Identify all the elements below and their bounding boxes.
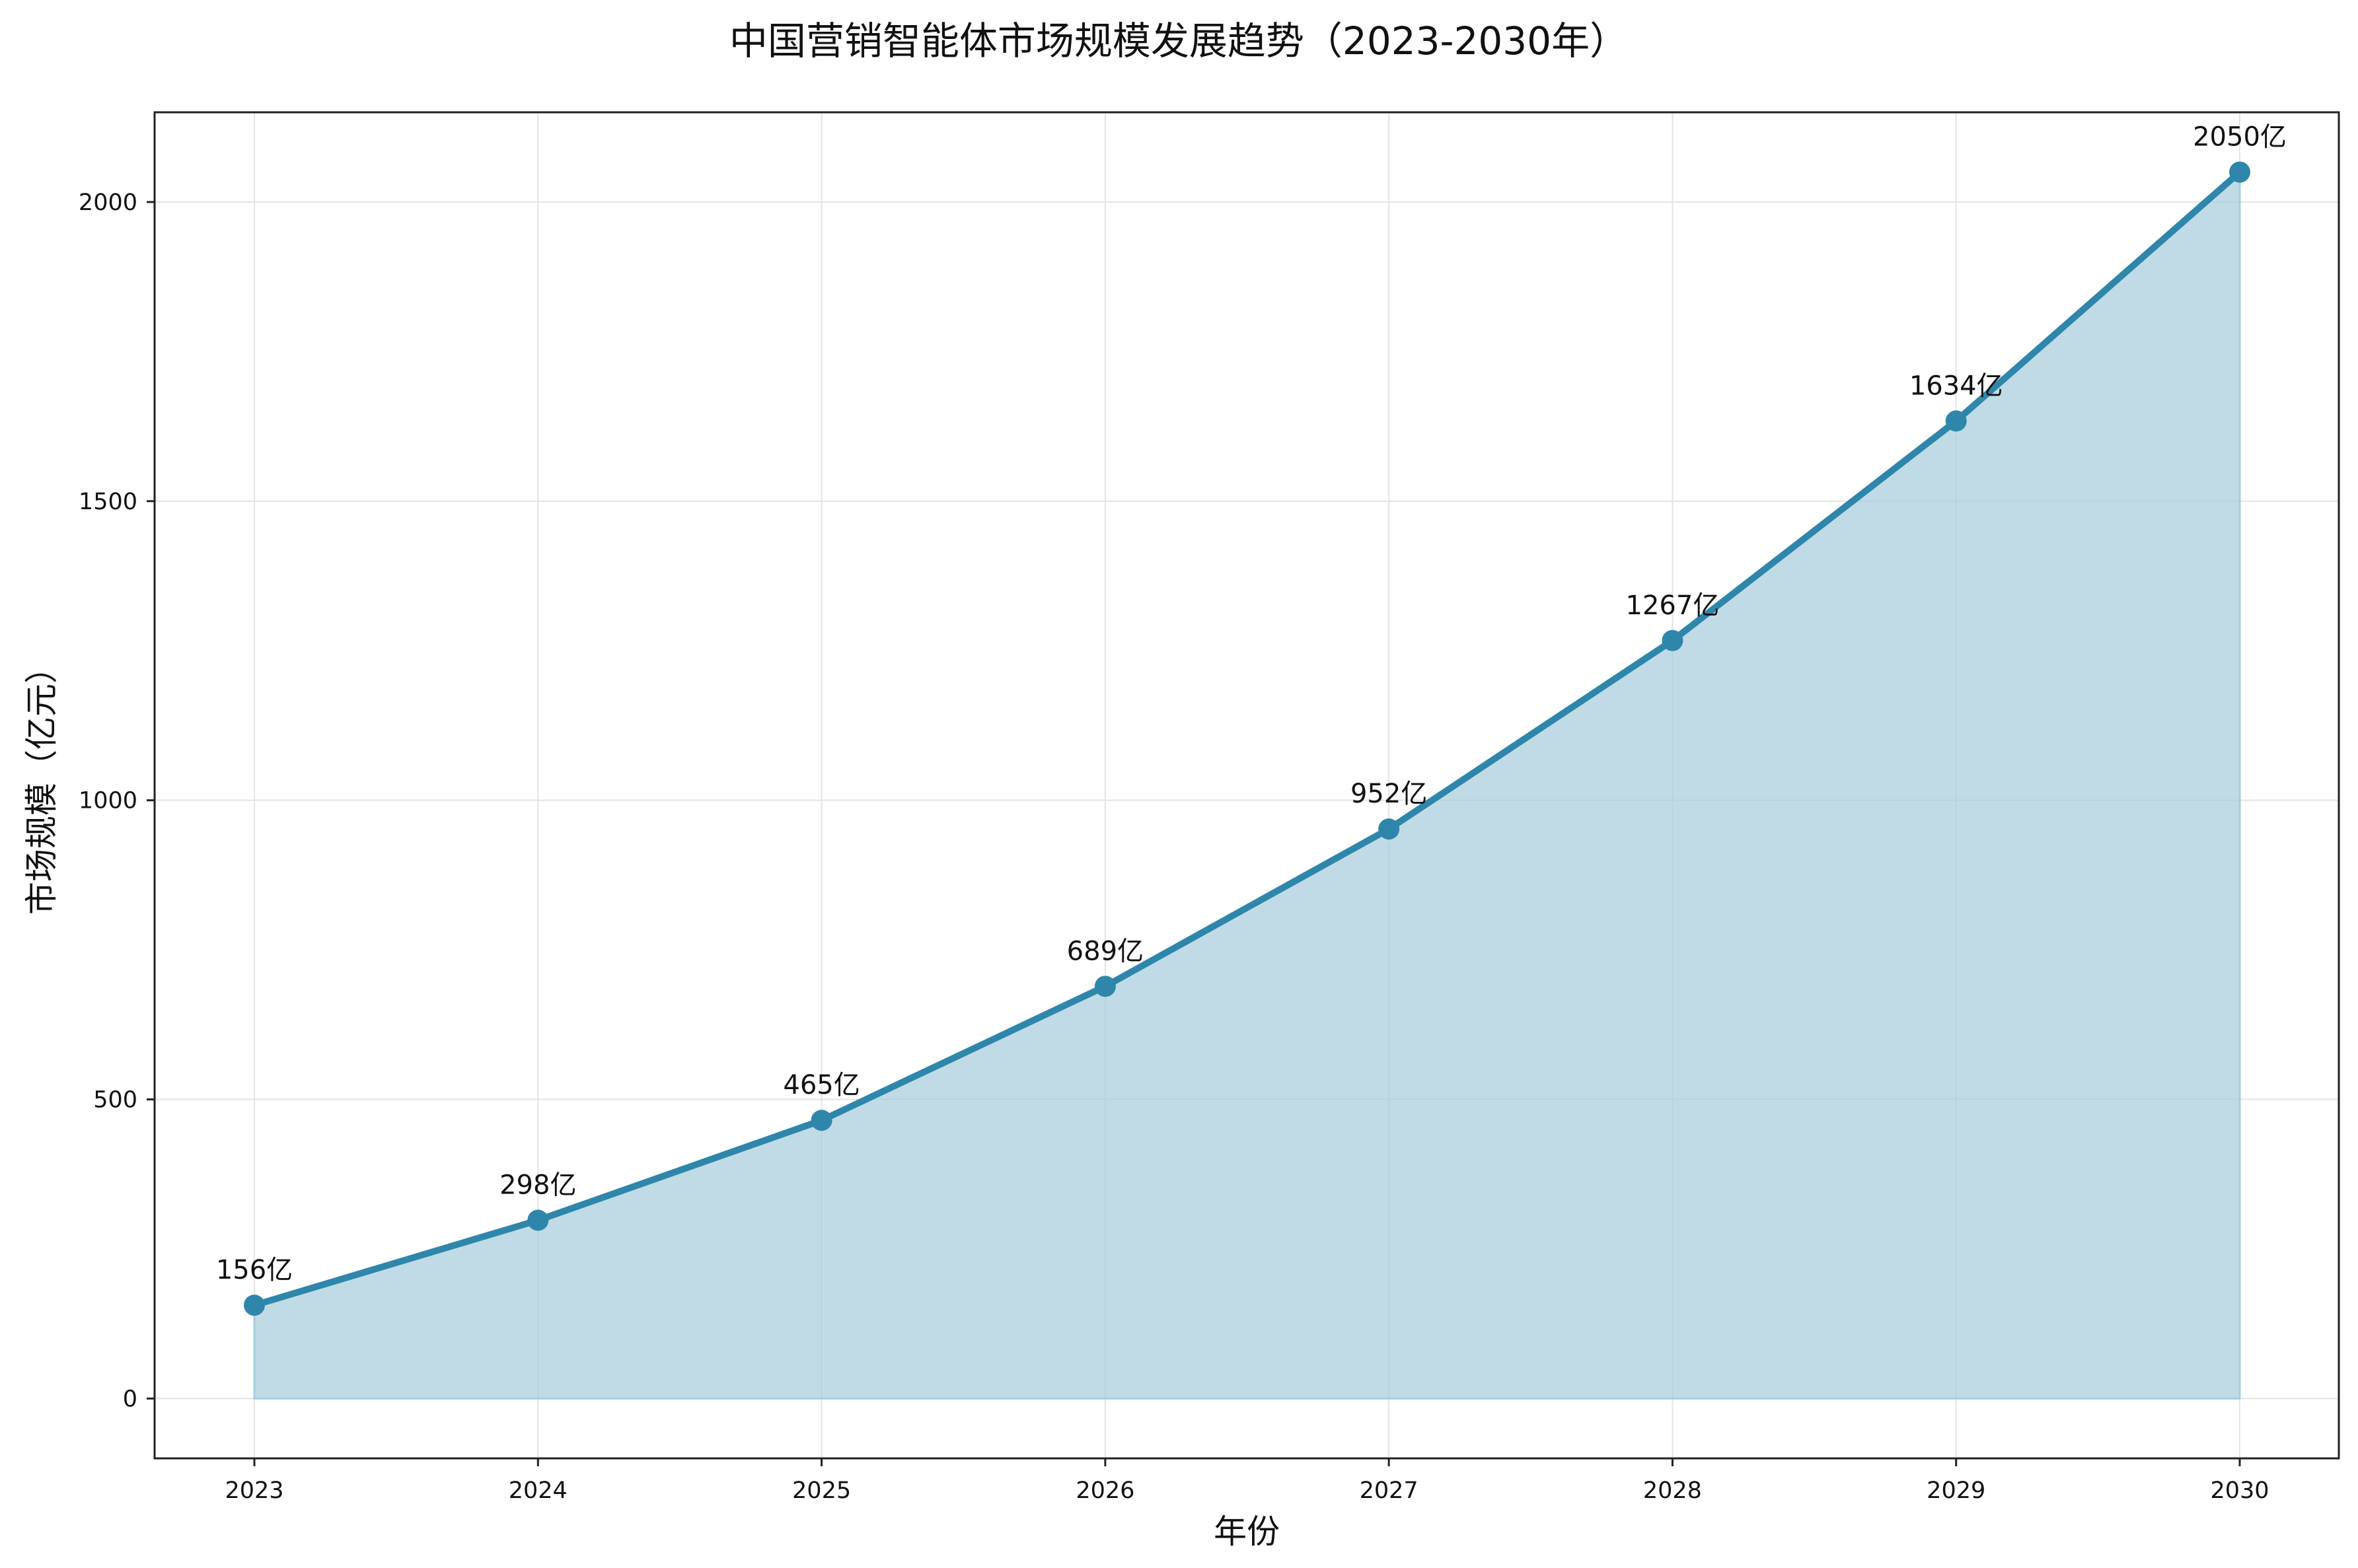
y-tick-label: 1500: [79, 489, 137, 515]
y-tick-label: 2000: [79, 190, 137, 216]
data-point: [1945, 410, 1967, 432]
data-label: 689亿: [1067, 936, 1144, 966]
y-axis-ticks: 0 500 1000 1500 2000: [79, 190, 155, 1412]
x-axis-ticks: 2023 2024 2025 2026 2027 2028 2029 2030: [225, 1458, 2269, 1504]
x-tick-label: 2026: [1076, 1478, 1134, 1504]
x-tick-label: 2027: [1360, 1478, 1418, 1504]
data-point: [244, 1295, 265, 1316]
x-tick-label: 2030: [2210, 1478, 2269, 1504]
x-tick-label: 2025: [792, 1478, 851, 1504]
data-label: 1634亿: [1909, 371, 2003, 401]
data-label: 952亿: [1350, 779, 1427, 809]
y-tick-label: 500: [93, 1087, 137, 1114]
y-tick-label: 0: [123, 1386, 137, 1412]
data-point: [527, 1209, 549, 1231]
series-line: [251, 168, 2243, 1309]
data-point: [1094, 976, 1116, 997]
data-label: 2050亿: [2193, 122, 2287, 153]
data-label: 465亿: [783, 1070, 860, 1100]
x-tick-label: 2029: [1927, 1478, 1985, 1504]
data-point: [811, 1110, 832, 1131]
y-axis-label: 市场规模（亿元）: [22, 651, 61, 915]
data-label: 298亿: [499, 1170, 576, 1201]
data-label: 1267亿: [1626, 590, 1720, 621]
data-labels: 156亿 298亿 465亿 689亿 952亿 1267亿 1634亿 2050亿: [216, 122, 2287, 1286]
y-tick-label: 1000: [79, 788, 137, 814]
x-tick-label: 2028: [1643, 1478, 1702, 1504]
x-tick-label: 2023: [225, 1478, 283, 1504]
x-axis-label: 年份: [1214, 1513, 1280, 1551]
plot-frame: [153, 111, 2340, 1460]
data-point: [2229, 161, 2250, 183]
data-point: [1378, 818, 1400, 840]
chart-title: 中国营销智能体市场规模发展趋势（2023-2030年）: [729, 18, 1628, 63]
data-label: 156亿: [216, 1255, 293, 1285]
data-markers: [244, 161, 2250, 1316]
data-point: [1662, 629, 1683, 651]
series-line-layer: [251, 168, 2243, 1309]
x-tick-label: 2024: [509, 1478, 568, 1504]
